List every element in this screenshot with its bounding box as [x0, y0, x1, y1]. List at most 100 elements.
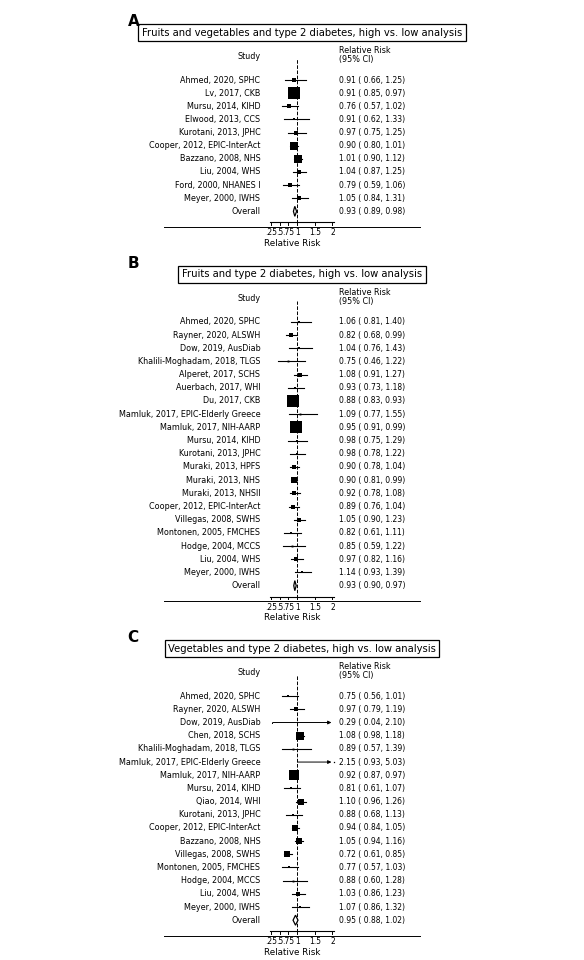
Text: Mursu, 2014, KIHD: Mursu, 2014, KIHD: [187, 436, 260, 445]
Text: Muraki, 2013, HPFS: Muraki, 2013, HPFS: [183, 463, 260, 471]
Text: Auerbach, 2017, WHI: Auerbach, 2017, WHI: [176, 383, 260, 393]
Text: Relative Risk: Relative Risk: [339, 288, 391, 297]
Text: Ahmed, 2020, SPHC: Ahmed, 2020, SPHC: [180, 691, 260, 701]
Text: Alperet, 2017, SCHS: Alperet, 2017, SCHS: [179, 371, 260, 379]
Text: Relative Risk: Relative Risk: [339, 46, 391, 55]
Text: (95% CI): (95% CI): [339, 297, 373, 306]
Text: Hodge, 2004, MCCS: Hodge, 2004, MCCS: [181, 876, 260, 885]
Text: 0.90 ( 0.81, 0.99): 0.90 ( 0.81, 0.99): [339, 475, 405, 485]
Text: 0.92 ( 0.87, 0.97): 0.92 ( 0.87, 0.97): [339, 771, 405, 780]
Text: Montonen, 2005, FMCHES: Montonen, 2005, FMCHES: [157, 528, 260, 538]
Text: Fruits and type 2 diabetes, high vs. low analysis: Fruits and type 2 diabetes, high vs. low…: [182, 270, 422, 279]
Text: 0.97 ( 0.79, 1.19): 0.97 ( 0.79, 1.19): [339, 705, 405, 714]
Text: Meyer, 2000, IWHS: Meyer, 2000, IWHS: [185, 194, 260, 203]
Text: C: C: [127, 631, 138, 645]
X-axis label: Relative Risk: Relative Risk: [264, 948, 320, 957]
Text: 0.79 ( 0.59, 1.06): 0.79 ( 0.59, 1.06): [339, 180, 405, 189]
Text: Meyer, 2000, IWHS: Meyer, 2000, IWHS: [185, 568, 260, 577]
Text: Du, 2017, CKB: Du, 2017, CKB: [203, 396, 260, 405]
Text: 0.97 ( 0.82, 1.16): 0.97 ( 0.82, 1.16): [339, 555, 405, 564]
Text: 0.92 ( 0.78, 1.08): 0.92 ( 0.78, 1.08): [339, 489, 405, 498]
Text: 1.01 ( 0.90, 1.12): 1.01 ( 0.90, 1.12): [339, 155, 405, 163]
Text: Dow, 2019, AusDiab: Dow, 2019, AusDiab: [179, 344, 260, 352]
Text: Mursu, 2014, KIHD: Mursu, 2014, KIHD: [187, 784, 260, 793]
Text: A: A: [127, 14, 140, 30]
Text: Liu, 2004, WHS: Liu, 2004, WHS: [200, 167, 260, 177]
Text: 0.82 ( 0.68, 0.99): 0.82 ( 0.68, 0.99): [339, 330, 405, 340]
Text: Khalili-Moghadam, 2018, TLGS: Khalili-Moghadam, 2018, TLGS: [138, 357, 260, 366]
Text: Muraki, 2013, NHSII: Muraki, 2013, NHSII: [182, 489, 260, 498]
Text: 0.81 ( 0.61, 1.07): 0.81 ( 0.61, 1.07): [339, 784, 405, 793]
Text: Relative Risk: Relative Risk: [339, 662, 391, 671]
Text: 0.89 ( 0.76, 1.04): 0.89 ( 0.76, 1.04): [339, 502, 405, 511]
Text: 0.90 ( 0.78, 1.04): 0.90 ( 0.78, 1.04): [339, 463, 405, 471]
Text: 0.91 ( 0.85, 0.97): 0.91 ( 0.85, 0.97): [339, 88, 405, 98]
Text: 0.85 ( 0.59, 1.22): 0.85 ( 0.59, 1.22): [339, 541, 405, 551]
Text: Meyer, 2000, IWHS: Meyer, 2000, IWHS: [185, 902, 260, 911]
Text: 0.94 ( 0.84, 1.05): 0.94 ( 0.84, 1.05): [339, 824, 405, 832]
Text: Villegas, 2008, SWHS: Villegas, 2008, SWHS: [175, 516, 260, 524]
X-axis label: Relative Risk: Relative Risk: [264, 613, 320, 622]
Text: Overall: Overall: [231, 916, 260, 924]
Text: Overall: Overall: [231, 206, 260, 216]
Text: Muraki, 2013, NHS: Muraki, 2013, NHS: [186, 475, 260, 485]
Text: Bazzano, 2008, NHS: Bazzano, 2008, NHS: [179, 836, 260, 846]
Text: Dow, 2019, AusDiab: Dow, 2019, AusDiab: [179, 718, 260, 727]
Text: Study: Study: [237, 668, 260, 677]
Text: 0.88 ( 0.60, 1.28): 0.88 ( 0.60, 1.28): [339, 876, 405, 885]
Text: Study: Study: [237, 294, 260, 302]
Text: 0.88 ( 0.68, 1.13): 0.88 ( 0.68, 1.13): [339, 810, 405, 819]
Text: Cooper, 2012, EPIC-InterAct: Cooper, 2012, EPIC-InterAct: [149, 824, 260, 832]
Text: Study: Study: [237, 52, 260, 60]
Polygon shape: [293, 206, 297, 216]
Text: Ahmed, 2020, SPHC: Ahmed, 2020, SPHC: [180, 76, 260, 84]
Polygon shape: [294, 581, 296, 590]
Text: 1.10 ( 0.96, 1.26): 1.10 ( 0.96, 1.26): [339, 797, 405, 806]
Text: 0.29 ( 0.04, 2.10): 0.29 ( 0.04, 2.10): [339, 718, 405, 727]
Text: Lv, 2017, CKB: Lv, 2017, CKB: [205, 88, 260, 98]
Text: Montonen, 2005, FMCHES: Montonen, 2005, FMCHES: [157, 863, 260, 872]
Text: 1.05 ( 0.90, 1.23): 1.05 ( 0.90, 1.23): [339, 516, 405, 524]
Text: Khalili-Moghadam, 2018, TLGS: Khalili-Moghadam, 2018, TLGS: [138, 744, 260, 754]
Text: 0.75 ( 0.46, 1.22): 0.75 ( 0.46, 1.22): [339, 357, 405, 366]
Polygon shape: [293, 915, 298, 925]
Text: Villegas, 2008, SWHS: Villegas, 2008, SWHS: [175, 850, 260, 859]
Text: 1.08 ( 0.98, 1.18): 1.08 ( 0.98, 1.18): [339, 732, 405, 740]
Text: 1.07 ( 0.86, 1.32): 1.07 ( 0.86, 1.32): [339, 902, 405, 911]
Text: Rayner, 2020, ALSWH: Rayner, 2020, ALSWH: [173, 330, 260, 340]
Text: Fruits and vegetables and type 2 diabetes, high vs. low analysis: Fruits and vegetables and type 2 diabete…: [142, 28, 462, 37]
Text: Liu, 2004, WHS: Liu, 2004, WHS: [200, 889, 260, 899]
Text: (95% CI): (95% CI): [339, 671, 373, 681]
Text: 0.93 ( 0.89, 0.98): 0.93 ( 0.89, 0.98): [339, 206, 405, 216]
Text: 1.06 ( 0.81, 1.40): 1.06 ( 0.81, 1.40): [339, 318, 405, 326]
Text: Liu, 2004, WHS: Liu, 2004, WHS: [200, 555, 260, 564]
X-axis label: Relative Risk: Relative Risk: [264, 239, 320, 248]
Text: Overall: Overall: [231, 581, 260, 590]
Text: Rayner, 2020, ALSWH: Rayner, 2020, ALSWH: [173, 705, 260, 714]
Text: Ahmed, 2020, SPHC: Ahmed, 2020, SPHC: [180, 318, 260, 326]
Text: 0.95 ( 0.88, 1.02): 0.95 ( 0.88, 1.02): [339, 916, 405, 924]
Text: 0.97 ( 0.75, 1.25): 0.97 ( 0.75, 1.25): [339, 128, 405, 137]
Text: Mamluk, 2017, NIH-AARP: Mamluk, 2017, NIH-AARP: [160, 422, 260, 432]
Text: Qiao, 2014, WHI: Qiao, 2014, WHI: [196, 797, 260, 806]
Text: Ford, 2000, NHANES I: Ford, 2000, NHANES I: [175, 180, 260, 189]
Text: Kurotani, 2013, JPHC: Kurotani, 2013, JPHC: [179, 449, 260, 458]
Text: Mamluk, 2017, EPIC-Elderly Greece: Mamluk, 2017, EPIC-Elderly Greece: [119, 757, 260, 766]
Text: 1.09 ( 0.77, 1.55): 1.09 ( 0.77, 1.55): [339, 410, 405, 419]
Text: Cooper, 2012, EPIC-InterAct: Cooper, 2012, EPIC-InterAct: [149, 502, 260, 511]
Text: 0.91 ( 0.66, 1.25): 0.91 ( 0.66, 1.25): [339, 76, 405, 84]
Text: B: B: [127, 256, 139, 271]
Text: 0.98 ( 0.78, 1.22): 0.98 ( 0.78, 1.22): [339, 449, 405, 458]
Text: (95% CI): (95% CI): [339, 55, 373, 64]
Text: 1.04 ( 0.76, 1.43): 1.04 ( 0.76, 1.43): [339, 344, 405, 352]
Text: 0.75 ( 0.56, 1.01): 0.75 ( 0.56, 1.01): [339, 691, 405, 701]
Text: 1.03 ( 0.86, 1.23): 1.03 ( 0.86, 1.23): [339, 889, 405, 899]
Text: Hodge, 2004, MCCS: Hodge, 2004, MCCS: [181, 541, 260, 551]
Text: Bazzano, 2008, NHS: Bazzano, 2008, NHS: [179, 155, 260, 163]
Text: 0.72 ( 0.61, 0.85): 0.72 ( 0.61, 0.85): [339, 850, 405, 859]
Text: 0.91 ( 0.62, 1.33): 0.91 ( 0.62, 1.33): [339, 115, 405, 124]
Text: 0.93 ( 0.90, 0.97): 0.93 ( 0.90, 0.97): [339, 581, 405, 590]
Text: 0.90 ( 0.80, 1.01): 0.90 ( 0.80, 1.01): [339, 141, 405, 150]
Text: 0.88 ( 0.83, 0.93): 0.88 ( 0.83, 0.93): [339, 396, 405, 405]
Text: Mamluk, 2017, EPIC-Elderly Greece: Mamluk, 2017, EPIC-Elderly Greece: [119, 410, 260, 419]
